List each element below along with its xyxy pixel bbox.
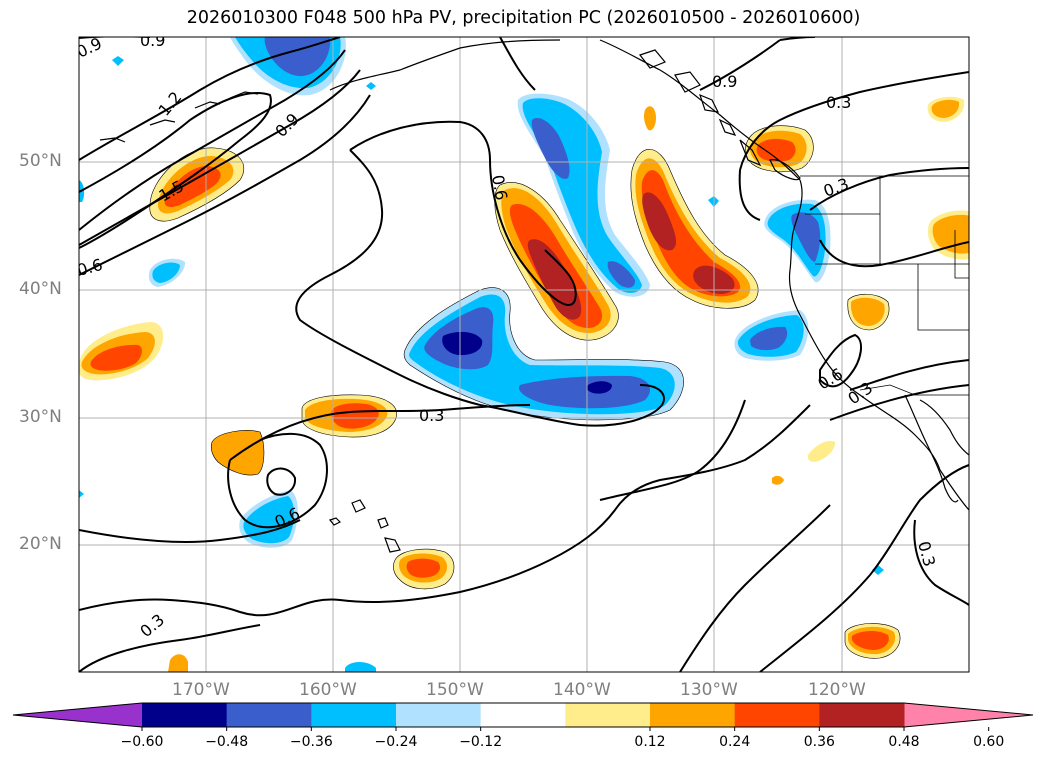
map-title: 2026010300 F048 500 hPa PV, precipitatio…: [186, 8, 861, 28]
longitude-label: 130°W: [680, 680, 738, 700]
latitude-label: 50°N: [19, 151, 62, 171]
latitude-label: 20°N: [19, 534, 62, 554]
negative-anomaly-areas: [79, 37, 884, 672]
colorbar-segment: [226, 703, 312, 727]
colorbar-tick-label: 0.24: [719, 734, 751, 750]
colorbar-tick-label: −0.36: [289, 734, 333, 750]
coastlines: [99, 39, 969, 553]
contour-label: 0.9: [140, 31, 165, 50]
colorbar-tick-label: 0.36: [803, 734, 835, 750]
colorbar-tick-label: 0.12: [634, 734, 666, 750]
positive-anomaly-areas: [79, 96, 969, 672]
contour-label: 0.3: [826, 93, 851, 112]
longitude-label: 150°W: [426, 680, 484, 700]
colorbar-tick-label: −0.60: [120, 734, 164, 750]
colorbar-segment: [142, 703, 228, 727]
colorbar-tick-label: −0.12: [459, 734, 503, 750]
map-frame: [78, 36, 970, 673]
pv-contours: [79, 37, 969, 672]
colorbar-segment: [396, 703, 482, 727]
colorbar-segment: [819, 703, 905, 727]
colorbar-tick-label: 0.48: [888, 734, 920, 750]
colorbar-segment: [480, 703, 566, 727]
colorbar-segment: [734, 703, 820, 727]
contour-label: 0.6: [488, 173, 511, 201]
colorbar-tick-label: 0.60: [973, 734, 1005, 750]
contour-label: 0.3: [419, 406, 444, 425]
colorbar-segment: [311, 703, 397, 727]
longitude-label: 160°W: [299, 680, 357, 700]
colorbar: [12, 702, 1034, 731]
colorbar-segment: [565, 703, 651, 727]
colorbar-max-extension: [904, 703, 1033, 727]
graticule: [79, 37, 969, 672]
latitude-label: 30°N: [19, 407, 62, 427]
longitude-label: 140°W: [553, 680, 611, 700]
colorbar-tick-label: −0.48: [205, 734, 249, 750]
colorbar-segment: [650, 703, 736, 727]
colorbar-tick-label: −0.24: [374, 734, 418, 750]
colorbar-min-extension: [13, 703, 142, 727]
contour-label: 0.9: [712, 72, 737, 91]
longitude-label: 170°W: [172, 680, 230, 700]
longitude-label: 120°W: [808, 680, 866, 700]
latitude-label: 40°N: [19, 279, 62, 299]
